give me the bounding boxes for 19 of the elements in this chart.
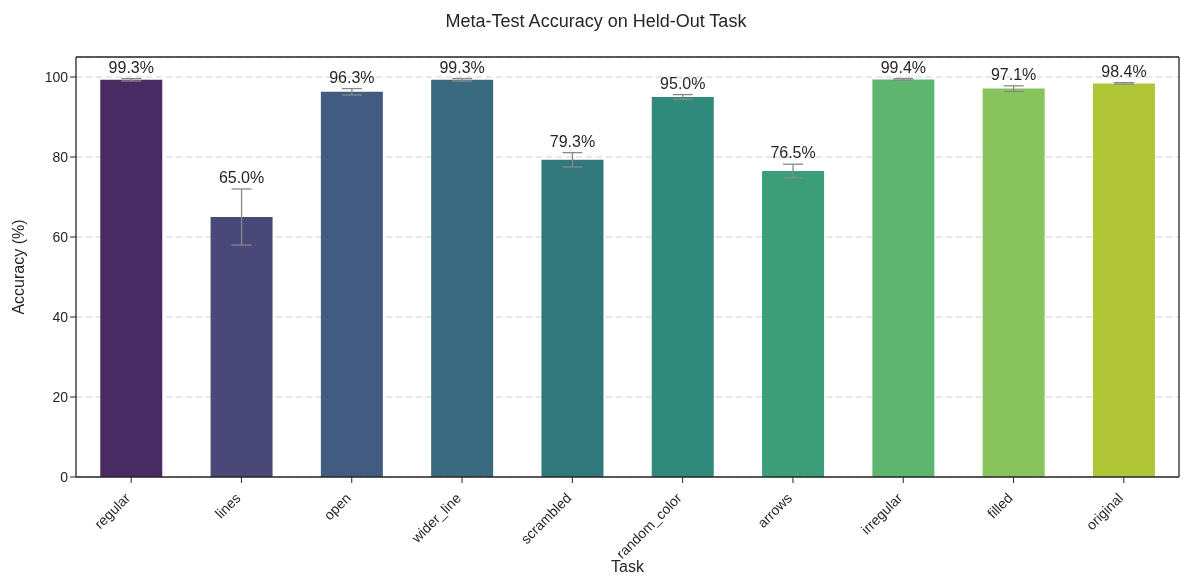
y-tick-label: 60 <box>52 228 69 245</box>
data-label: 98.4% <box>1101 62 1147 80</box>
data-label: 95.0% <box>660 74 706 92</box>
data-label: 99.4% <box>880 58 927 76</box>
data-label: 76.5% <box>770 144 816 162</box>
y-tick-label: 100 <box>44 68 69 85</box>
y-tick-label: 40 <box>52 308 69 325</box>
data-label: 96.3% <box>329 68 375 86</box>
y-axis-title: Accuracy (%) <box>9 219 27 315</box>
x-axis-title: Task <box>611 558 645 575</box>
y-tick-label: 20 <box>52 388 69 405</box>
y-tick-label: 80 <box>52 148 69 165</box>
data-label: 99.3% <box>108 58 154 76</box>
data-label: 65.0% <box>218 169 265 186</box>
data-label: 97.1% <box>990 65 1037 83</box>
data-label: 99.3% <box>439 58 485 76</box>
data-label: 79.3% <box>549 132 596 150</box>
y-tick-label: 0 <box>60 468 69 485</box>
chart-title: Meta-Test Accuracy on Held-Out Task <box>444 10 748 33</box>
